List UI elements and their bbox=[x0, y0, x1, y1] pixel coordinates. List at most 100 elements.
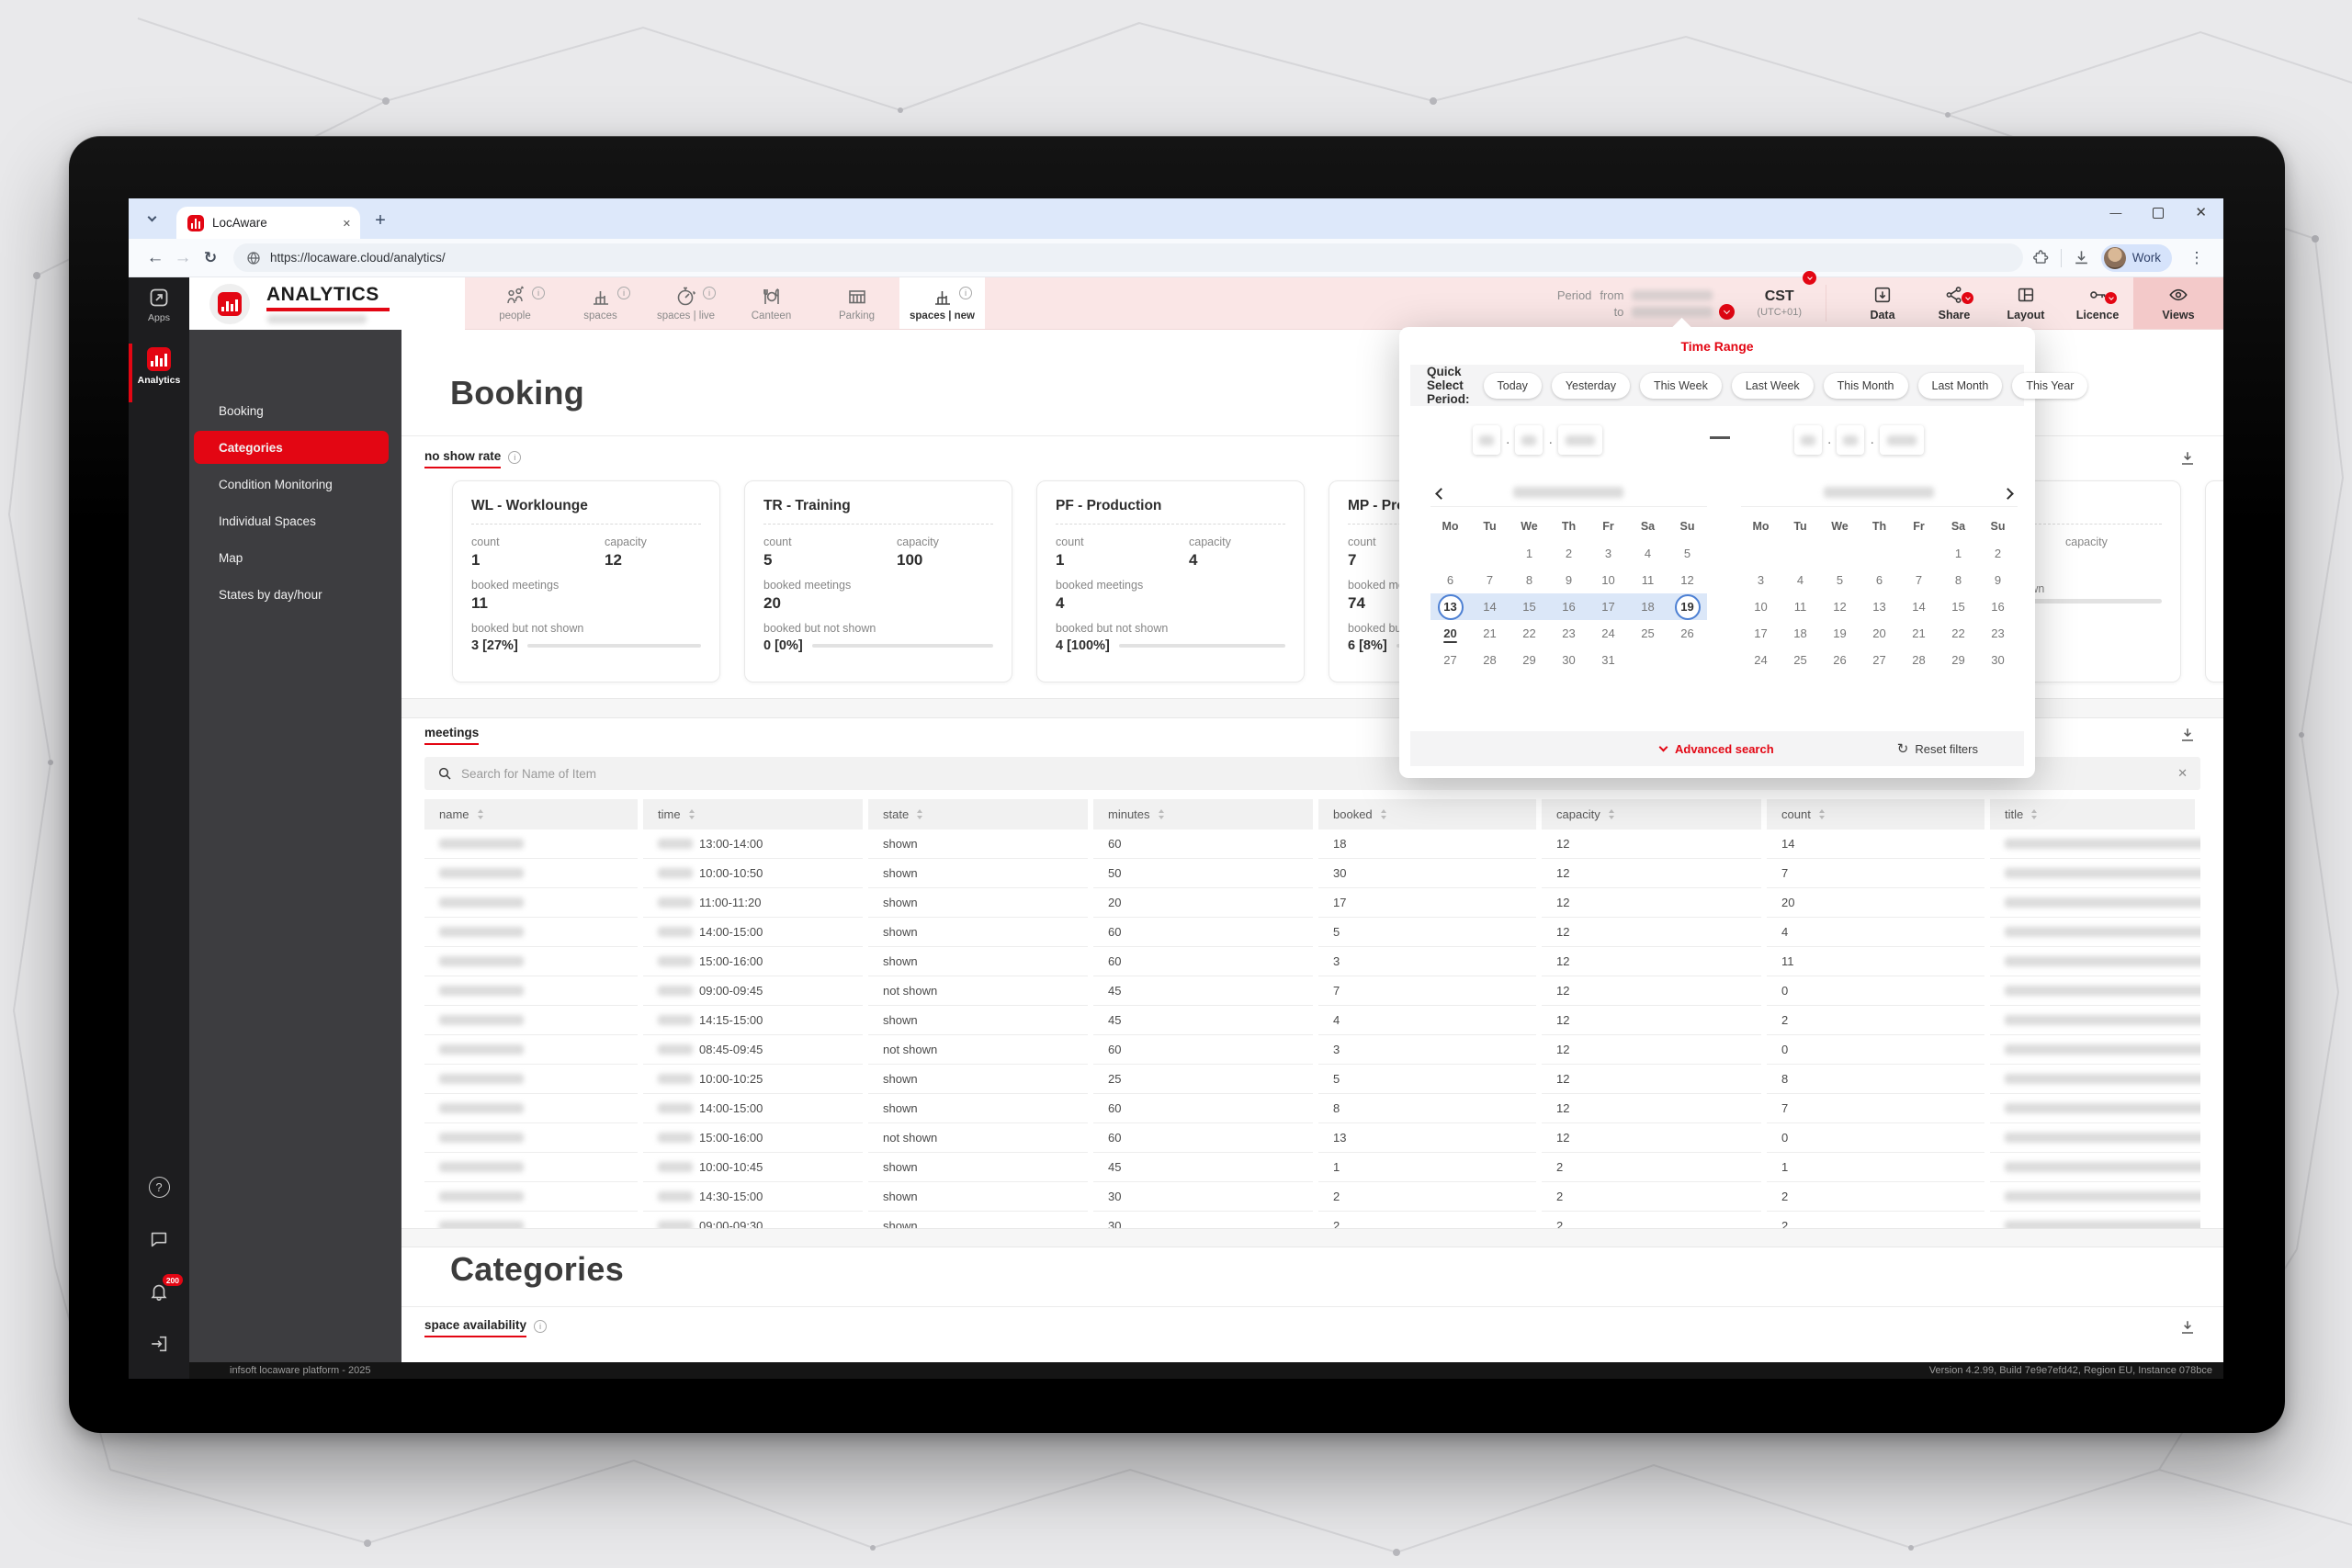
calendar-day[interactable] bbox=[1820, 540, 1860, 567]
calendar-day[interactable]: 12 bbox=[1680, 573, 1694, 587]
sidebar-item[interactable]: States by day/hour bbox=[219, 587, 322, 602]
from-day-input[interactable] bbox=[1473, 425, 1500, 455]
calendar-day[interactable]: 27 bbox=[1443, 653, 1457, 667]
calendar-day[interactable]: 25 bbox=[1641, 626, 1655, 640]
calendar-day[interactable] bbox=[1860, 540, 1899, 567]
calendar-day[interactable]: 30 bbox=[1562, 653, 1576, 667]
sidebar-item[interactable]: Individual Spaces bbox=[219, 513, 316, 528]
clear-search-icon[interactable] bbox=[2177, 765, 2188, 782]
calendar-day[interactable]: 19 bbox=[1833, 626, 1847, 640]
quick-select-pill[interactable]: Last Week bbox=[1731, 372, 1814, 399]
calendar-day[interactable]: 4 bbox=[1644, 547, 1652, 560]
calendar-next-icon[interactable] bbox=[1997, 483, 2018, 503]
calendar-day[interactable]: 21 bbox=[1912, 626, 1926, 640]
calendar-day[interactable]: 1 bbox=[1525, 547, 1533, 560]
address-bar[interactable]: https://locaware.cloud/analytics/ bbox=[233, 243, 2023, 272]
info-icon[interactable] bbox=[703, 287, 716, 299]
calendar-day[interactable]: 31 bbox=[1601, 653, 1615, 667]
site-info-icon[interactable] bbox=[246, 251, 261, 265]
calendar-day[interactable]: 26 bbox=[1680, 626, 1694, 640]
info-icon[interactable] bbox=[959, 287, 972, 299]
window-minimize-button[interactable] bbox=[2109, 205, 2121, 221]
period-selector[interactable]: Period from to bbox=[1557, 288, 1736, 320]
calendar-day[interactable] bbox=[1430, 540, 1470, 567]
nav-item-spaces[interactable]: spaces bbox=[558, 277, 643, 329]
column-header[interactable]: minutes bbox=[1093, 799, 1313, 829]
downloads-icon[interactable] bbox=[2073, 249, 2090, 266]
calendar-day[interactable]: 17 bbox=[1589, 593, 1628, 620]
calendar-day[interactable]: 23 bbox=[1991, 626, 2005, 640]
calendar-day[interactable]: 29 bbox=[1951, 653, 1965, 667]
quick-select-pill[interactable]: This Month bbox=[1823, 372, 1908, 399]
nav-item-canteen[interactable]: Canteen bbox=[729, 277, 814, 329]
browser-menu-button[interactable] bbox=[2183, 244, 2211, 272]
sort-icon[interactable] bbox=[2031, 809, 2038, 819]
extensions-icon[interactable] bbox=[2032, 249, 2050, 266]
calendar-day[interactable]: 17 bbox=[1754, 626, 1768, 640]
notifications-bell-icon[interactable]: 200 bbox=[148, 1274, 183, 1303]
download-section-icon[interactable] bbox=[2179, 1319, 2196, 1336]
sort-icon[interactable] bbox=[1158, 809, 1164, 819]
calendar-day[interactable]: 1 bbox=[1954, 547, 1962, 560]
download-section-icon[interactable] bbox=[2179, 727, 2196, 743]
calendar-day[interactable]: 2 bbox=[1994, 547, 2002, 560]
column-header[interactable]: capacity bbox=[1542, 799, 1761, 829]
sidebar-item[interactable]: Map bbox=[219, 550, 243, 565]
sort-icon[interactable] bbox=[1608, 809, 1614, 819]
calendar-day[interactable] bbox=[1781, 540, 1820, 567]
column-header[interactable]: name bbox=[424, 799, 638, 829]
calendar-day[interactable]: 8 bbox=[1954, 573, 1962, 587]
calendar-day[interactable]: 16 bbox=[1991, 600, 2005, 614]
licence-menu-button[interactable]: Licence bbox=[2062, 285, 2133, 321]
calendar-day[interactable]: 10 bbox=[1601, 573, 1615, 587]
rail-item-apps[interactable]: Apps bbox=[129, 287, 189, 323]
calendar-day[interactable]: 2 bbox=[1565, 547, 1573, 560]
sort-icon[interactable] bbox=[1818, 809, 1825, 819]
calendar-day[interactable]: 14 bbox=[1912, 600, 1926, 614]
tab-close-icon[interactable] bbox=[343, 215, 351, 231]
logout-icon[interactable] bbox=[148, 1333, 170, 1355]
calendar-day[interactable]: 9 bbox=[1994, 573, 2002, 587]
column-header[interactable]: title bbox=[1990, 799, 2195, 829]
calendar-day[interactable]: 28 bbox=[1483, 653, 1497, 667]
help-icon[interactable] bbox=[148, 1176, 170, 1198]
column-header[interactable]: booked bbox=[1318, 799, 1536, 829]
calendar-day[interactable]: 20 bbox=[1872, 626, 1886, 640]
nav-item-spaces-live[interactable]: spaces | live bbox=[643, 277, 729, 329]
calendar-day[interactable]: 6 bbox=[1875, 573, 1883, 587]
calendar-day[interactable]: 22 bbox=[1522, 626, 1536, 640]
new-tab-button[interactable] bbox=[368, 208, 393, 233]
column-header[interactable]: time bbox=[643, 799, 863, 829]
reload-button[interactable] bbox=[197, 244, 224, 272]
calendar-day[interactable]: 22 bbox=[1951, 626, 1965, 640]
calendar-day[interactable]: 15 bbox=[1951, 600, 1965, 614]
calendar-day[interactable]: 27 bbox=[1872, 653, 1886, 667]
calendar-day[interactable]: 20 bbox=[1443, 626, 1457, 640]
calendar-day[interactable]: 26 bbox=[1833, 653, 1847, 667]
feedback-chat-icon[interactable] bbox=[148, 1228, 170, 1250]
layout-menu-button[interactable]: Layout bbox=[1990, 285, 2062, 321]
calendar-day[interactable] bbox=[1741, 540, 1781, 567]
back-button[interactable]: ← bbox=[146, 247, 164, 267]
info-icon[interactable] bbox=[532, 287, 545, 299]
sidebar-item[interactable]: Booking bbox=[219, 403, 264, 418]
calendar-day[interactable]: 21 bbox=[1483, 626, 1497, 640]
to-day-input[interactable] bbox=[1794, 425, 1822, 455]
window-maximize-button[interactable] bbox=[2153, 207, 2165, 219]
data-menu-button[interactable]: Data bbox=[1847, 285, 1918, 321]
calendar-day[interactable]: 18 bbox=[1628, 593, 1668, 620]
calendar-day[interactable]: 14 bbox=[1470, 593, 1510, 620]
calendar-day[interactable]: 7 bbox=[1486, 573, 1494, 587]
calendar-day[interactable] bbox=[1628, 647, 1668, 673]
sidebar-item[interactable]: Categories bbox=[194, 431, 389, 464]
download-section-icon[interactable] bbox=[2179, 450, 2196, 467]
to-month-input[interactable] bbox=[1837, 425, 1865, 455]
category-card[interactable]: PF - Production count 1 capacity 4 bbox=[1036, 480, 1305, 682]
calendar-day[interactable]: 18 bbox=[1793, 626, 1807, 640]
info-icon[interactable] bbox=[534, 1320, 548, 1333]
calendar-day[interactable]: 12 bbox=[1833, 600, 1847, 614]
rail-item-analytics[interactable]: Analytics bbox=[129, 347, 189, 386]
category-card[interactable]: count capacity booked meetings bbox=[2205, 480, 2223, 682]
calendar-day[interactable]: 6 bbox=[1446, 573, 1454, 587]
calendar-day[interactable]: 19 bbox=[1668, 593, 1707, 620]
